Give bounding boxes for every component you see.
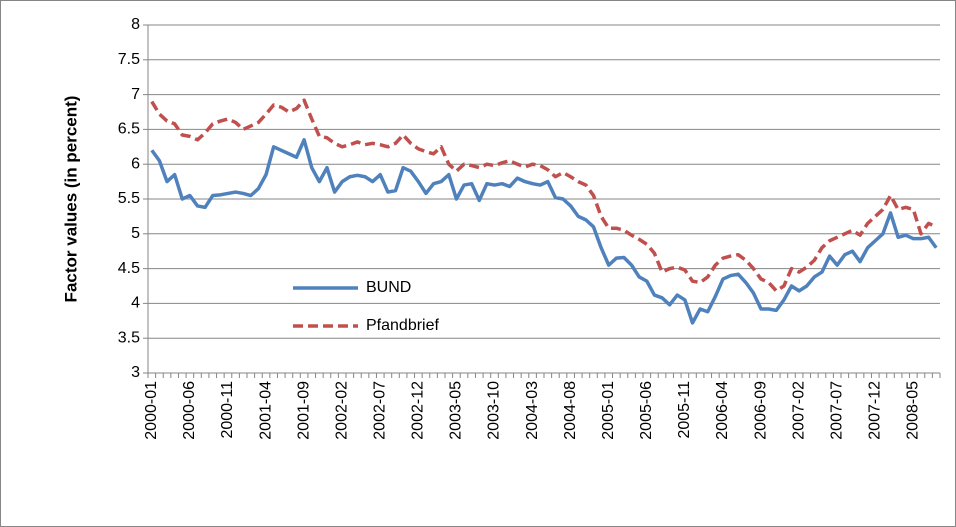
legend-label: BUND bbox=[366, 279, 411, 296]
x-tick-label: 2000-01 bbox=[143, 381, 160, 440]
x-tick-label: 2004-03 bbox=[524, 381, 541, 440]
x-tick-label: 2001-04 bbox=[257, 381, 274, 440]
x-tick-label: 2008-05 bbox=[905, 381, 922, 440]
x-tick-label: 2007-07 bbox=[828, 381, 845, 440]
x-tick-label: 2005-11 bbox=[676, 381, 693, 439]
series-line bbox=[150, 138, 938, 325]
y-tick-label: 8 bbox=[131, 16, 140, 33]
x-tick-label: 2003-05 bbox=[448, 381, 465, 440]
y-tick-label: 3 bbox=[131, 364, 140, 381]
x-tick-label: 2003-10 bbox=[486, 381, 503, 440]
x-tick-label: 2000-11 bbox=[219, 381, 236, 439]
x-tick-label: 2005-01 bbox=[600, 381, 617, 440]
x-tick-label: 2004-08 bbox=[562, 381, 579, 440]
x-tick-label: 2007-12 bbox=[866, 381, 883, 440]
x-tick-label: 2006-09 bbox=[752, 381, 769, 440]
y-tick-label: 3.5 bbox=[118, 329, 140, 346]
y-tick-label: 6 bbox=[131, 155, 140, 172]
y-tick-label: 7.5 bbox=[118, 51, 140, 68]
y-tick-label: 7 bbox=[131, 86, 140, 103]
x-tick-label: 2002-07 bbox=[371, 381, 388, 440]
legend-label: Pfandbrief bbox=[366, 317, 439, 334]
y-tick-label: 5.5 bbox=[118, 190, 140, 207]
y-tick-label: 4 bbox=[131, 295, 140, 312]
x-tick-label: 2005-06 bbox=[638, 381, 655, 440]
x-tick-label: 2001-09 bbox=[295, 381, 312, 440]
y-axis-title: Factor values (in percent) bbox=[61, 96, 80, 303]
x-tick-label: 2000-06 bbox=[181, 381, 198, 440]
x-tick-label: 2007-02 bbox=[790, 381, 807, 440]
y-tick-label: 6.5 bbox=[118, 121, 140, 138]
x-tick-label: 2002-02 bbox=[333, 381, 350, 440]
series-line bbox=[150, 98, 937, 293]
y-tick-label: 5 bbox=[131, 225, 140, 242]
x-tick-label: 2006-04 bbox=[714, 381, 731, 440]
y-tick-label: 4.5 bbox=[118, 260, 140, 277]
x-tick-label: 2002-12 bbox=[410, 381, 427, 440]
